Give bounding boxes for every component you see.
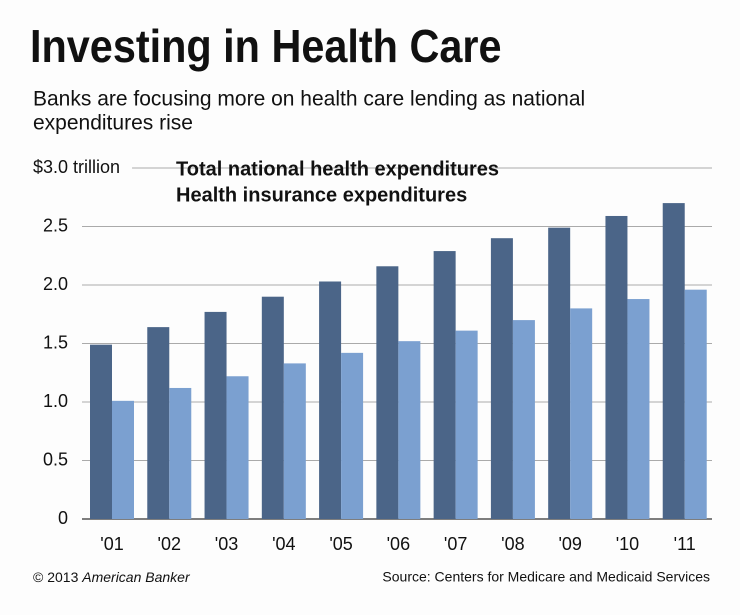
bar xyxy=(433,251,456,519)
bar xyxy=(319,281,342,519)
y-tick-label: 0 xyxy=(58,508,68,528)
chart-subtitle: expenditures rise xyxy=(33,112,193,135)
bar xyxy=(684,289,707,519)
bar xyxy=(376,266,399,519)
y-tick-label: 2.5 xyxy=(43,215,68,235)
bar xyxy=(662,203,685,519)
x-tick-label: '07 xyxy=(444,534,467,554)
x-tick-label: '06 xyxy=(387,534,410,554)
bar xyxy=(605,215,628,519)
x-tick-label: '04 xyxy=(272,534,295,554)
y-tick-label: 0.5 xyxy=(43,449,68,469)
legend-entry: Health insurance expenditures xyxy=(176,184,467,206)
bar xyxy=(512,320,535,519)
x-tick-label: '09 xyxy=(558,534,581,554)
bar xyxy=(169,387,192,519)
footer-credit: © 2013 American Banker xyxy=(33,569,191,585)
x-tick-label: '05 xyxy=(329,534,352,554)
bar xyxy=(570,308,593,519)
bar xyxy=(490,238,513,519)
chart-subtitle: Banks are focusing more on health care l… xyxy=(33,88,585,111)
legend-entry: Total national health expenditures xyxy=(176,158,499,180)
bar xyxy=(261,296,284,519)
bar xyxy=(548,227,571,520)
bar xyxy=(226,376,249,519)
y-tick-label: 1.0 xyxy=(43,391,68,411)
bar xyxy=(398,341,421,519)
x-tick-label: '10 xyxy=(616,534,639,554)
bar xyxy=(147,327,170,519)
bar xyxy=(455,330,478,519)
bar xyxy=(341,352,364,519)
bar xyxy=(112,400,134,519)
source: Source: Centers for Medicare and Medicai… xyxy=(382,569,710,585)
bar xyxy=(627,299,650,519)
publisher: American Banker xyxy=(81,569,191,585)
x-tick-label: '01 xyxy=(100,534,123,554)
y-tick-label: 1.5 xyxy=(43,332,68,352)
bar xyxy=(283,363,306,519)
y-tick-label: $3.0 trillion xyxy=(33,157,120,177)
x-tick-label: '11 xyxy=(674,534,696,554)
bar xyxy=(204,311,227,519)
y-tick-label: 2.0 xyxy=(43,274,68,294)
copyright: © 2013 xyxy=(33,569,79,585)
x-tick-label: '03 xyxy=(215,534,238,554)
bar xyxy=(90,344,112,519)
x-tick-label: '08 xyxy=(501,534,524,554)
x-tick-label: '02 xyxy=(158,534,181,554)
chart-title: Investing in Health Care xyxy=(30,21,502,73)
